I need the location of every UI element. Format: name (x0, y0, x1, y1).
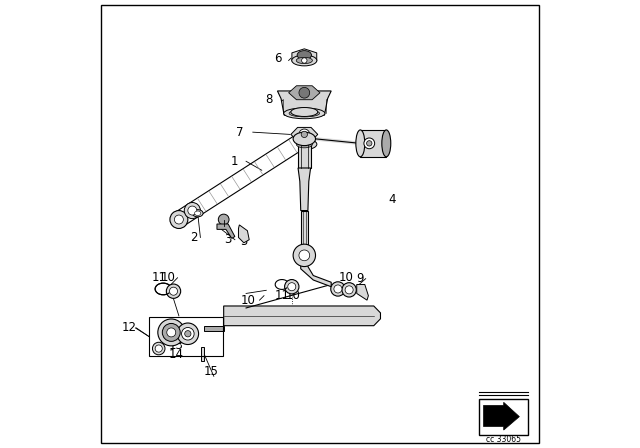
Circle shape (301, 58, 307, 63)
Polygon shape (292, 49, 317, 65)
Circle shape (364, 138, 374, 149)
Text: 11: 11 (275, 289, 289, 302)
FancyBboxPatch shape (101, 5, 539, 443)
Ellipse shape (292, 139, 317, 150)
Polygon shape (278, 91, 332, 115)
Circle shape (152, 342, 165, 355)
Circle shape (182, 327, 194, 340)
Text: 7: 7 (236, 125, 243, 139)
Ellipse shape (296, 57, 312, 64)
Circle shape (158, 319, 185, 346)
Circle shape (170, 211, 188, 228)
Text: 13: 13 (168, 339, 183, 353)
Ellipse shape (195, 211, 201, 215)
Circle shape (331, 282, 345, 296)
Ellipse shape (291, 108, 318, 116)
Circle shape (155, 345, 163, 352)
Polygon shape (298, 139, 310, 168)
Circle shape (342, 283, 356, 297)
Polygon shape (204, 326, 224, 331)
Polygon shape (291, 127, 317, 142)
Ellipse shape (289, 110, 319, 117)
Text: 3: 3 (225, 233, 232, 246)
Text: 6: 6 (274, 52, 281, 65)
Circle shape (334, 285, 342, 293)
Circle shape (185, 331, 191, 337)
Polygon shape (356, 284, 369, 300)
Text: 11: 11 (152, 271, 167, 284)
Text: cc 33065: cc 33065 (486, 435, 521, 444)
Circle shape (166, 284, 180, 298)
Circle shape (184, 202, 200, 219)
Circle shape (293, 244, 316, 267)
Text: 10: 10 (161, 271, 176, 284)
Text: 9: 9 (356, 272, 364, 285)
Circle shape (345, 286, 353, 294)
Ellipse shape (218, 214, 229, 225)
Polygon shape (239, 225, 249, 243)
Polygon shape (217, 224, 235, 238)
Circle shape (167, 328, 176, 337)
Text: 10: 10 (285, 289, 301, 302)
Polygon shape (298, 168, 310, 211)
Text: 14: 14 (168, 348, 183, 362)
Text: 5: 5 (240, 234, 248, 248)
Circle shape (177, 323, 198, 345)
Polygon shape (484, 402, 520, 430)
Text: 12: 12 (122, 321, 137, 335)
Text: 2: 2 (190, 231, 197, 244)
Circle shape (299, 129, 310, 140)
Text: 10: 10 (241, 293, 256, 307)
Text: 1: 1 (231, 155, 239, 168)
Ellipse shape (193, 210, 203, 217)
Text: 8: 8 (265, 93, 272, 107)
Ellipse shape (356, 130, 365, 157)
Circle shape (288, 283, 296, 291)
Ellipse shape (284, 108, 325, 119)
Circle shape (301, 131, 307, 138)
Circle shape (170, 287, 177, 295)
Polygon shape (175, 132, 308, 226)
Ellipse shape (382, 130, 391, 157)
Circle shape (285, 280, 299, 294)
Circle shape (163, 323, 180, 341)
Ellipse shape (155, 283, 172, 295)
FancyBboxPatch shape (479, 399, 529, 435)
Circle shape (299, 250, 310, 261)
Ellipse shape (293, 132, 316, 146)
Ellipse shape (296, 141, 312, 148)
Circle shape (367, 141, 372, 146)
Polygon shape (224, 306, 380, 326)
Text: 4: 4 (388, 193, 396, 206)
Circle shape (188, 206, 197, 215)
Polygon shape (301, 211, 308, 251)
Polygon shape (289, 86, 320, 100)
Ellipse shape (292, 55, 317, 66)
Polygon shape (301, 260, 332, 287)
Text: 10: 10 (339, 271, 353, 284)
Polygon shape (360, 130, 387, 157)
Circle shape (174, 215, 184, 224)
Text: 15: 15 (204, 365, 219, 379)
Circle shape (299, 87, 310, 98)
Polygon shape (201, 347, 204, 361)
Ellipse shape (297, 51, 312, 60)
